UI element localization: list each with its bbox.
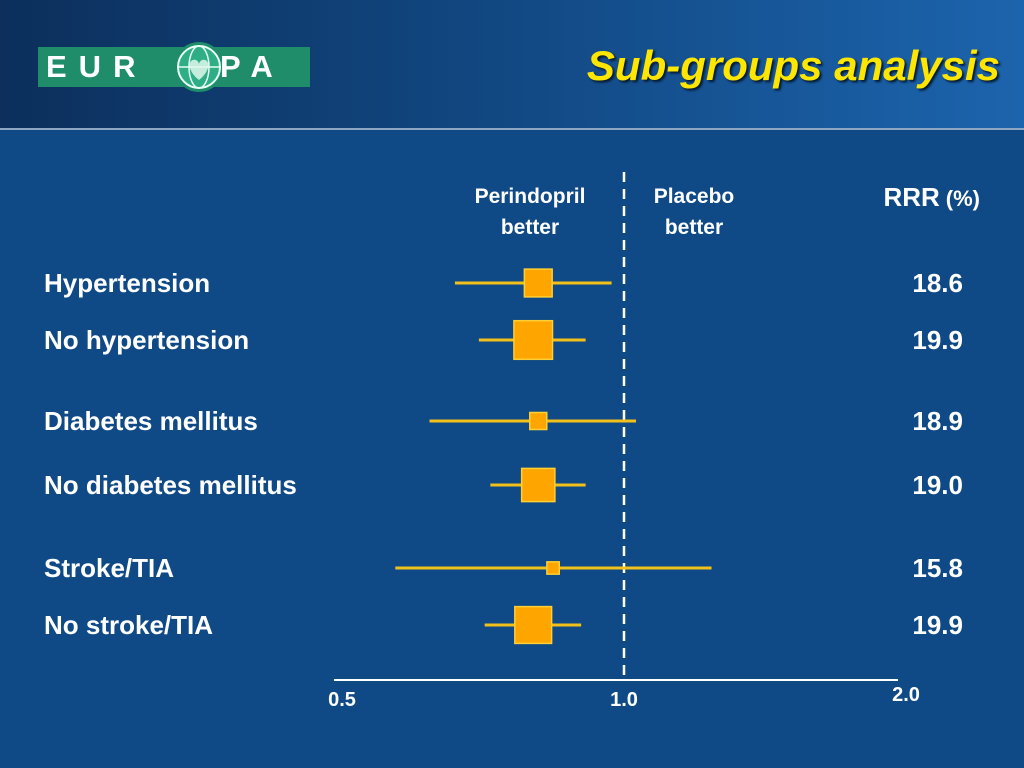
point-estimate-marker xyxy=(513,319,554,361)
rrr-value: 19.9 xyxy=(912,325,963,355)
rrr-value: 19.9 xyxy=(912,610,963,640)
forest-row: No stroke/TIA 19.9 xyxy=(44,605,963,645)
forest-row: No diabetes mellitus 19.0 xyxy=(44,467,963,503)
right-heading-line1: Placebo xyxy=(654,185,735,208)
x-tick-label: 1.0 xyxy=(610,689,638,711)
point-estimate-marker xyxy=(523,268,553,298)
value-heading-main: RRR xyxy=(883,182,940,212)
subgroup-label: No diabetes mellitus xyxy=(44,470,297,500)
logo-text-right: PA xyxy=(220,49,285,84)
point-estimate-marker xyxy=(546,561,560,575)
point-estimate-marker xyxy=(520,467,556,503)
heart-globe-icon xyxy=(174,42,224,92)
x-tick-label: 2.0 xyxy=(892,684,920,706)
header-divider xyxy=(0,128,1024,130)
left-heading-line2: better xyxy=(501,216,559,239)
value-heading-unit: (%) xyxy=(946,186,980,211)
rrr-value: 19.0 xyxy=(912,470,963,500)
right-heading-line2: better xyxy=(665,216,723,239)
europa-logo: EUR PA xyxy=(38,42,310,92)
rrr-value: 18.6 xyxy=(912,268,963,298)
forest-row: Diabetes mellitus 18.9 xyxy=(44,406,963,436)
left-heading-line1: Perindopril xyxy=(475,185,586,208)
forest-row: No hypertension 19.9 xyxy=(44,319,963,361)
x-tick-label: 0.5 xyxy=(328,689,356,711)
subgroup-label: Diabetes mellitus xyxy=(44,406,258,436)
subgroup-label: No hypertension xyxy=(44,325,249,355)
subgroup-label: No stroke/TIA xyxy=(44,610,213,640)
rrr-value: 18.9 xyxy=(912,406,963,436)
point-estimate-marker xyxy=(514,605,553,645)
forest-row: Hypertension 18.6 xyxy=(44,268,963,298)
point-estimate-marker xyxy=(529,411,548,431)
logo-text-left: EUR xyxy=(46,49,148,84)
slide-title: Sub-groups analysis xyxy=(586,42,1000,89)
forest-row: Stroke/TIA 15.8 xyxy=(44,553,963,583)
subgroup-label: Hypertension xyxy=(44,268,210,298)
subgroup-label: Stroke/TIA xyxy=(44,553,174,583)
rrr-value: 15.8 xyxy=(912,553,963,583)
value-heading: RRR (%) xyxy=(883,182,980,212)
